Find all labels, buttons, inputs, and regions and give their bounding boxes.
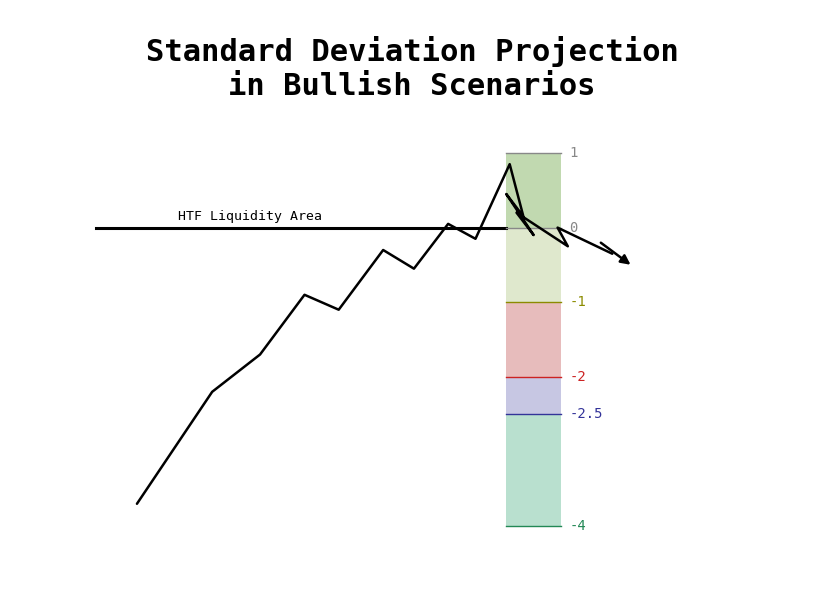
Text: -2.5: -2.5: [569, 407, 602, 421]
Text: 1: 1: [569, 146, 578, 160]
Text: 0: 0: [569, 221, 578, 234]
Text: -1: -1: [569, 295, 586, 310]
Text: -4: -4: [569, 519, 586, 533]
Text: -2: -2: [569, 370, 586, 384]
Text: Standard Deviation Projection
in Bullish Scenarios: Standard Deviation Projection in Bullish…: [146, 36, 678, 100]
Text: HTF Liquidity Area: HTF Liquidity Area: [178, 210, 322, 223]
